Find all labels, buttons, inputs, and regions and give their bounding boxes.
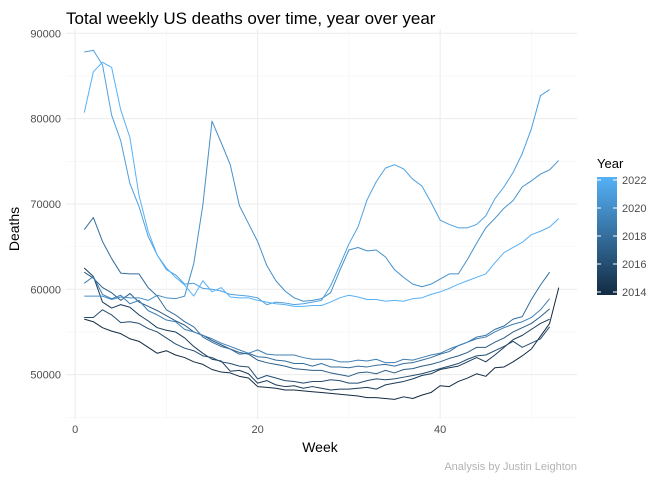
x-axis-ticks: 0 20 40 (72, 424, 446, 436)
y-tick-label: 50000 (30, 370, 61, 382)
y-tick-label: 60000 (30, 284, 61, 296)
legend-tick-label: 2014 (622, 287, 646, 299)
series-line-2014 (84, 287, 560, 400)
series-line-2019 (83, 275, 551, 364)
series-line-2021 (84, 49, 550, 306)
legend-title: Year (597, 156, 624, 171)
x-axis-title: Week (302, 439, 339, 455)
plot-grid (66, 29, 577, 419)
legend: Year 2022 2020 2018 2016 2014 (597, 156, 646, 299)
series-line-2022 (83, 61, 560, 307)
legend-tick-label: 2018 (622, 231, 646, 243)
series-line-2018 (83, 217, 551, 369)
chart-title: Total weekly US deaths over time, year o… (66, 9, 436, 28)
legend-ticks: 2022 2020 2018 2016 2014 (597, 175, 646, 299)
x-tick-label: 40 (434, 424, 446, 436)
legend-tick-label: 2016 (622, 259, 646, 271)
y-tick-label: 90000 (30, 28, 61, 40)
series-line-2015 (83, 267, 550, 391)
legend-colorbar (597, 177, 617, 295)
y-tick-label: 70000 (30, 199, 61, 211)
x-tick-label: 0 (72, 424, 78, 436)
legend-tick-label: 2020 (622, 203, 646, 215)
series-line-2016 (84, 309, 551, 384)
series-lines (83, 49, 560, 400)
y-axis-title: Deaths (6, 207, 22, 251)
chart-caption: Analysis by Justin Leighton (444, 461, 577, 473)
y-tick-label: 80000 (30, 114, 61, 126)
series-line-2017 (83, 271, 550, 377)
x-tick-label: 20 (252, 424, 264, 436)
y-axis-ticks: 50000 60000 70000 80000 90000 (30, 28, 61, 381)
legend-tick-label: 2022 (622, 175, 646, 187)
series-line-2020 (84, 120, 560, 302)
